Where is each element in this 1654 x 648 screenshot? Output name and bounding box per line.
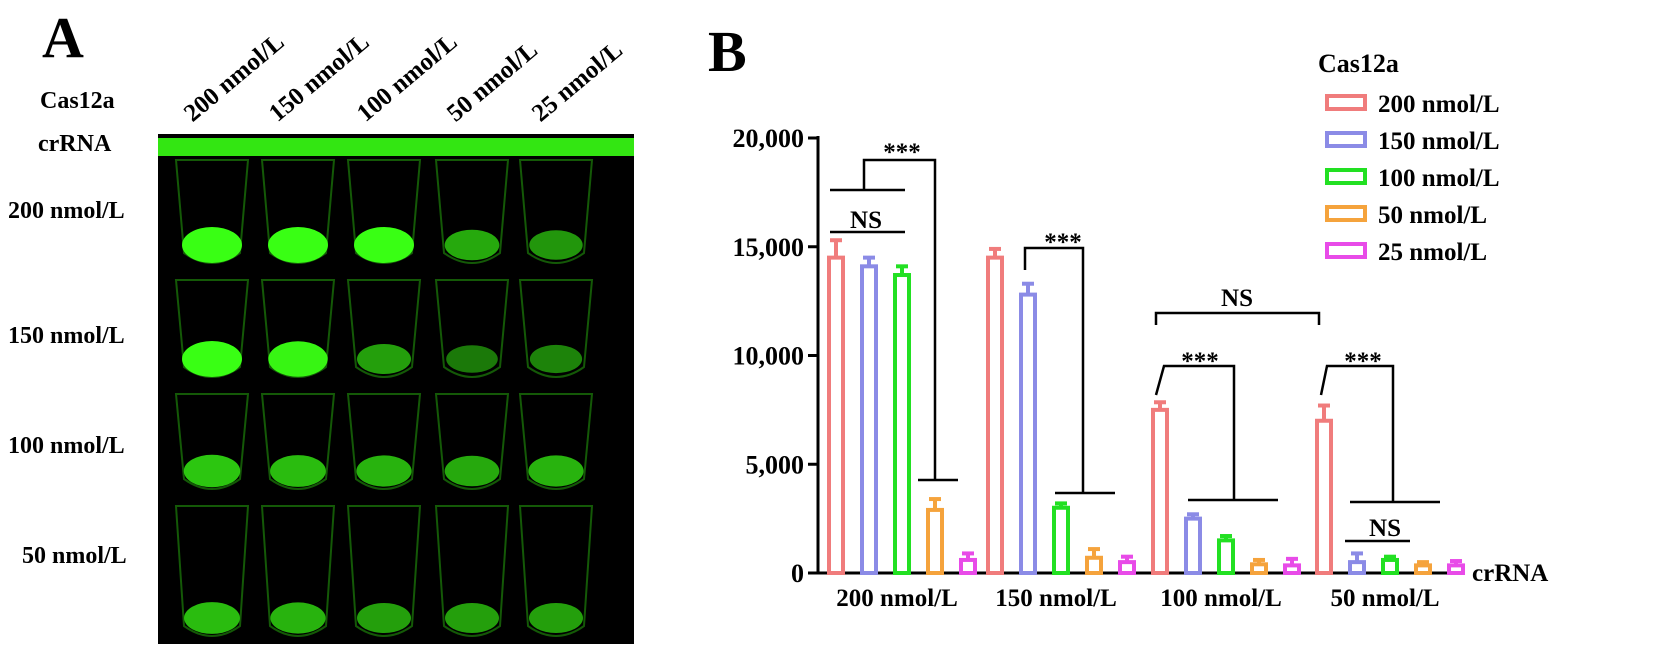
- legend-swatch: [1325, 168, 1367, 185]
- significance-bracket: [1154, 311, 1321, 325]
- cas12a-axis-label: Cas12a: [40, 88, 115, 114]
- legend-swatch: [1325, 242, 1367, 259]
- x-axis-title: crRNA: [1472, 560, 1548, 587]
- legend-label: 25 nmol/L: [1378, 239, 1487, 266]
- y-tick-label: 0: [791, 559, 804, 588]
- bar: [1085, 555, 1103, 576]
- panel-b-letter: B: [708, 19, 747, 84]
- significance-bracket: [1154, 364, 1236, 500]
- bar: [1184, 516, 1202, 575]
- significance-label: ***: [1344, 348, 1382, 375]
- legend-label: 100 nmol/L: [1378, 165, 1500, 192]
- significance-bracket: [862, 158, 937, 480]
- gel-row: [158, 134, 634, 271]
- gel-row: [158, 388, 634, 497]
- gel-row: [158, 274, 634, 385]
- bar: [926, 507, 944, 575]
- legend-title: Cas12a: [1318, 49, 1399, 78]
- y-tick-label: 20,000: [733, 124, 805, 153]
- crrna-axis-label: crRNA: [38, 131, 112, 157]
- bar: [1217, 538, 1235, 575]
- bar: [1414, 563, 1432, 576]
- bar: [893, 273, 911, 575]
- legend-label: 150 nmol/L: [1378, 128, 1500, 155]
- gel-row-label: 200 nmol/L: [8, 198, 125, 224]
- significance-bracket: [1023, 246, 1085, 493]
- x-tick-label: 200 nmol/L: [836, 585, 958, 612]
- gel-row-label: 50 nmol/L: [22, 543, 127, 569]
- fluorescence-tube-image: [158, 134, 634, 644]
- significance-label: NS: [1369, 515, 1401, 542]
- bar: [1315, 418, 1333, 575]
- bar: [827, 255, 845, 575]
- bar: [1019, 292, 1037, 575]
- x-tick-label: 100 nmol/L: [1160, 585, 1282, 612]
- significance-label: ***: [1044, 229, 1082, 256]
- bar: [1381, 557, 1399, 576]
- legend-swatch: [1325, 94, 1367, 111]
- y-tick-label: 10,000: [733, 342, 805, 371]
- bar: [860, 264, 878, 575]
- legend-label: 200 nmol/L: [1378, 91, 1500, 118]
- x-tick-label: 50 nmol/L: [1330, 585, 1439, 612]
- significance-label: ***: [883, 139, 921, 166]
- y-tick-label: 5,000: [746, 450, 805, 479]
- bar: [1118, 560, 1136, 575]
- legend-swatch: [1325, 205, 1367, 222]
- x-tick-label: 150 nmol/L: [995, 585, 1117, 612]
- legend-swatch: [1325, 131, 1367, 148]
- bar: [1151, 407, 1169, 575]
- bar-chart: 0 5,000 10,000 15,000 20,000 200 nmol/L 150 nm…: [733, 49, 1549, 612]
- bar: [1447, 563, 1465, 576]
- bar: [1283, 563, 1301, 576]
- gel-row-label: 150 nmol/L: [8, 323, 125, 349]
- significance-label: NS: [850, 207, 882, 234]
- bar: [986, 255, 1004, 575]
- legend-label: 50 nmol/L: [1378, 202, 1487, 229]
- significance-label: ***: [1181, 348, 1219, 375]
- panel-a-letter: A: [42, 5, 84, 70]
- bar: [959, 557, 977, 576]
- gel-row: [158, 500, 634, 644]
- y-tick-label: 15,000: [733, 233, 805, 262]
- bar: [1348, 560, 1366, 575]
- gel-row-label: 100 nmol/L: [8, 433, 125, 459]
- significance-label: NS: [1221, 285, 1253, 312]
- significance-bracket: [1319, 364, 1395, 502]
- bar: [1250, 562, 1268, 575]
- bar: [1052, 505, 1070, 575]
- gel-column-label: 25 nmol/L: [527, 36, 628, 128]
